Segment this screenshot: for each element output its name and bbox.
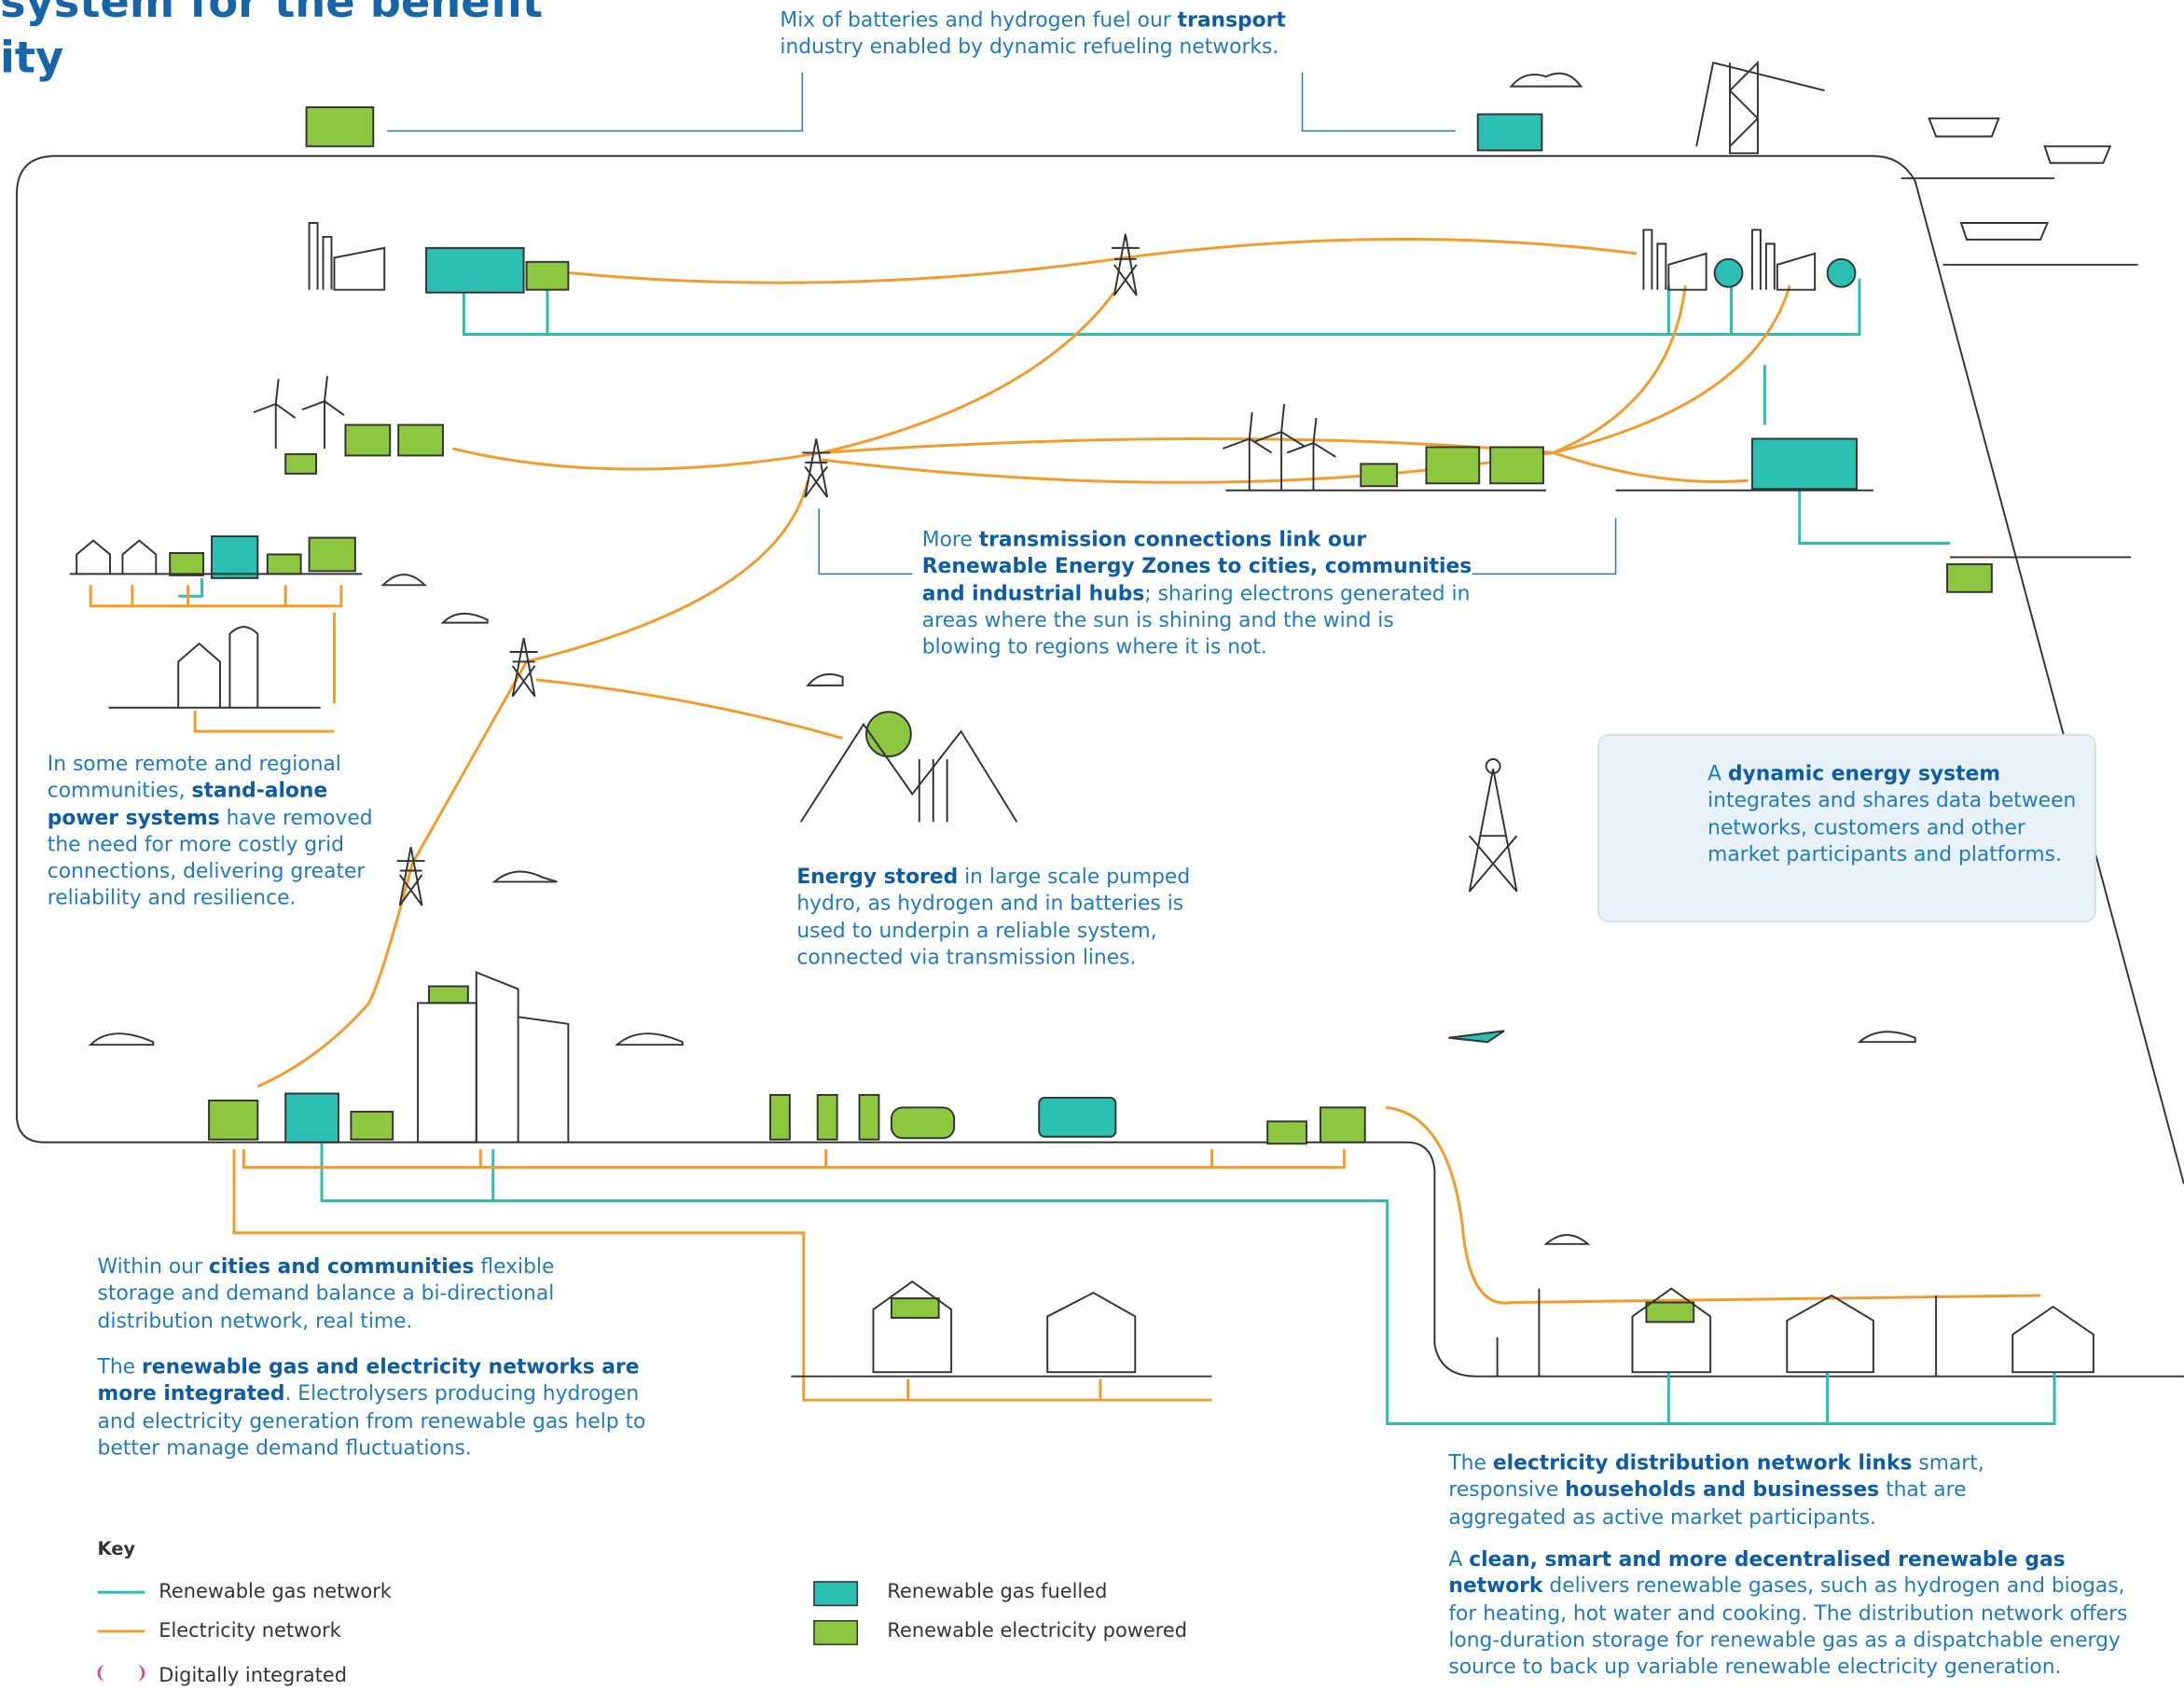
text: industry enabled by dynamic refueling ne… bbox=[780, 35, 1279, 59]
key-swatch bbox=[98, 1591, 145, 1594]
text: A bbox=[1707, 762, 1728, 785]
key-label: Renewable electricity powered bbox=[887, 1620, 1187, 1642]
bold-text: electricity distribution network links bbox=[1493, 1451, 1913, 1475]
wharf bbox=[1901, 178, 2138, 265]
callout-line bbox=[387, 73, 1615, 575]
key-label: Digitally integrated bbox=[159, 1665, 347, 1687]
gas-text: The renewable gas and electricity networ… bbox=[98, 1354, 683, 1462]
key-title: Key bbox=[98, 1539, 136, 1559]
infographic: system for the benefitity Mix of batteri… bbox=[0, 0, 2184, 1704]
key-label: Renewable gas network bbox=[159, 1581, 392, 1603]
text: A bbox=[1448, 1547, 1469, 1571]
transmission-text: More transmission connections link our R… bbox=[922, 527, 1472, 661]
bold-text: transport bbox=[1178, 8, 1286, 32]
key-label: Renewable gas fuelled bbox=[887, 1581, 1107, 1603]
distribution-text: The electricity distribution network lin… bbox=[1448, 1450, 2005, 1531]
text: Within our bbox=[98, 1255, 209, 1279]
key-swatch bbox=[98, 1630, 145, 1633]
key-swatch bbox=[813, 1620, 858, 1645]
bold-text: Energy stored bbox=[796, 866, 958, 889]
title-line: ity bbox=[0, 31, 543, 87]
text: The bbox=[1448, 1451, 1492, 1475]
text: More bbox=[922, 528, 979, 551]
title-line: system for the benefit bbox=[0, 0, 543, 31]
ground-outline bbox=[56, 156, 2184, 1184]
cities-text: Within our cities and communities flexib… bbox=[98, 1254, 614, 1334]
clean-text: A clean, smart and more decentralised re… bbox=[1448, 1546, 2131, 1681]
text: delivers renewable gases, such as hydrog… bbox=[1448, 1574, 2127, 1679]
transport-text: Mix of batteries and hydrogen fuel our t… bbox=[780, 7, 1336, 61]
key-swatch bbox=[813, 1581, 858, 1606]
remote-text: In some remote and regional communities,… bbox=[48, 751, 381, 912]
key-swatch bbox=[98, 1665, 145, 1682]
bold-text: households and businesses bbox=[1565, 1478, 1879, 1502]
dynamic-text: A dynamic energy system integrates and s… bbox=[1707, 761, 2077, 868]
text: integrates and shares data between netwo… bbox=[1707, 789, 2076, 866]
bold-text: dynamic energy system bbox=[1728, 762, 2000, 785]
storage-text: Energy stored in large scale pumped hydr… bbox=[796, 864, 1214, 971]
bold-text: cities and communities bbox=[209, 1255, 475, 1279]
key-label: Electricity network bbox=[159, 1620, 340, 1642]
text: Mix of batteries and hydrogen fuel our bbox=[780, 8, 1177, 32]
page: system for the benefitity Mix of batteri… bbox=[0, 0, 2184, 1703]
building bbox=[70, 62, 2132, 1376]
text: The bbox=[98, 1355, 142, 1378]
